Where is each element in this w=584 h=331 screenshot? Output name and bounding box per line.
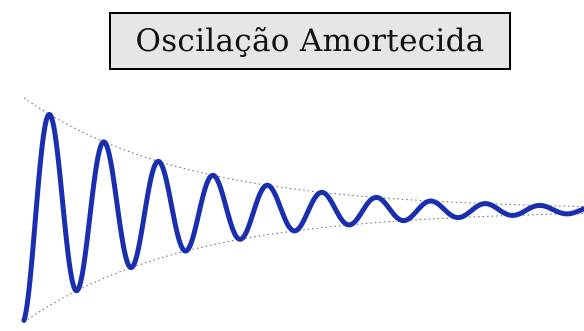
title-text: Oscilação Amortecida bbox=[135, 23, 485, 59]
title-box: Oscilação Amortecida bbox=[109, 12, 511, 70]
upper-envelope-curve bbox=[23, 97, 584, 208]
damped-wave-curve bbox=[21, 111, 584, 323]
lower-envelope-curve bbox=[23, 212, 584, 323]
